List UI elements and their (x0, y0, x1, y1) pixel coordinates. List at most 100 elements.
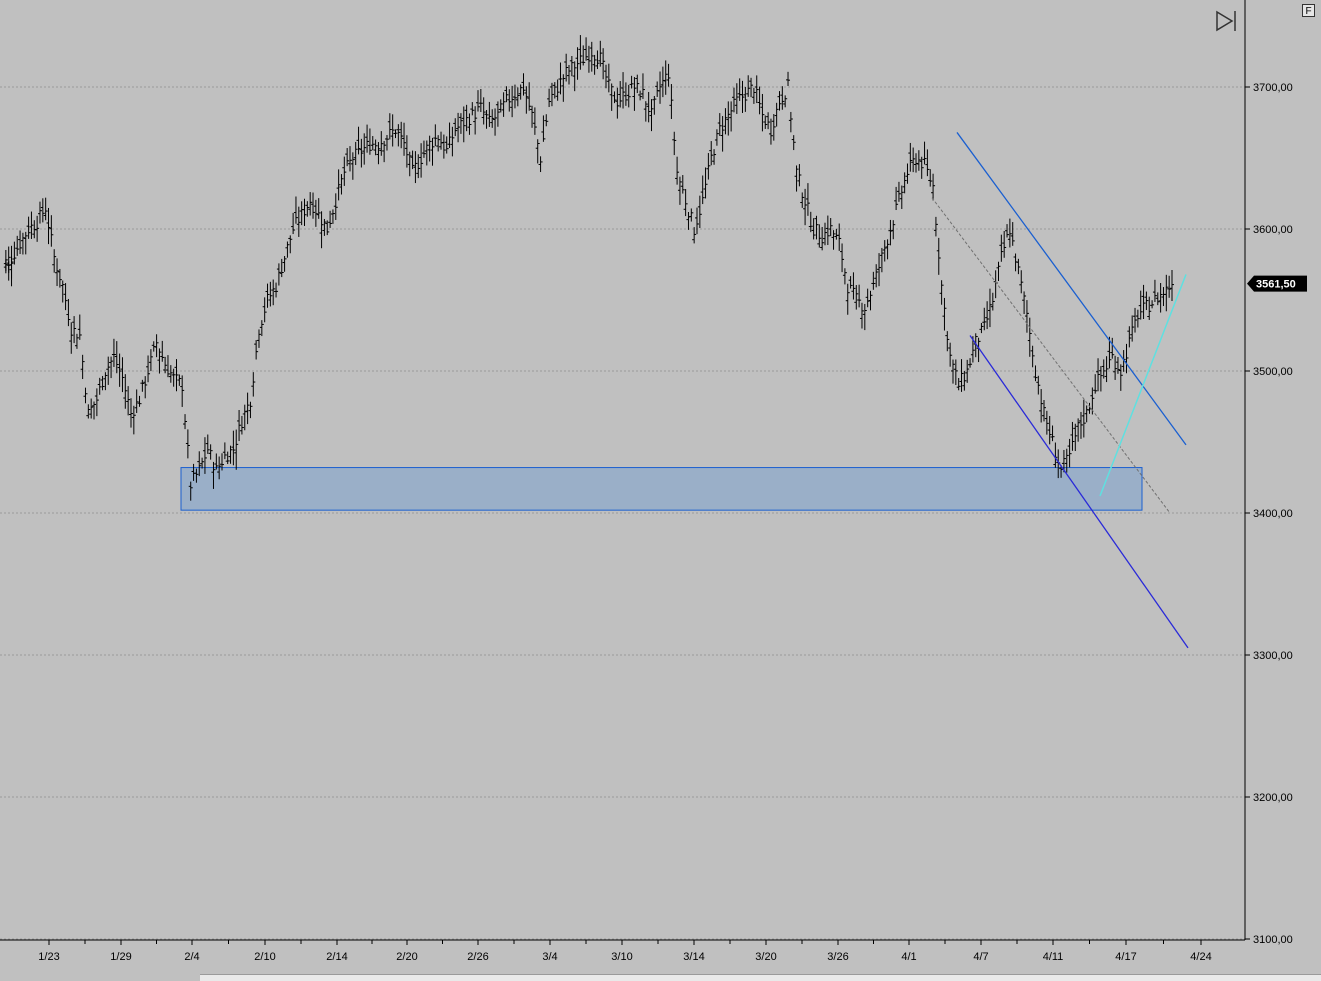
ohlc-bar (1158, 283, 1163, 313)
ohlc-bar (97, 377, 102, 395)
ohlc-bar (279, 258, 284, 278)
ohlc-bar (444, 136, 449, 154)
ohlc-bar (308, 192, 313, 216)
ohlc-bar (965, 359, 970, 383)
ohlc-bar (1098, 366, 1103, 392)
ohlc-bar (612, 91, 617, 104)
x-tick-label: 2/4 (184, 951, 199, 963)
ohlc-bar (1087, 402, 1092, 414)
ohlc-bar (123, 374, 128, 409)
go-to-end-icon[interactable] (1216, 10, 1236, 32)
ohlc-bar (564, 53, 569, 82)
ohlc-bar (83, 387, 88, 404)
ohlc-bar (1010, 222, 1015, 246)
ohlc-bar (35, 215, 40, 242)
ohlc-bar (723, 108, 728, 135)
ohlc-bar (66, 298, 71, 327)
ohlc-bar (37, 201, 42, 224)
ohlc-bar (763, 115, 768, 129)
ohlc-bar (1147, 296, 1152, 320)
ohlc-bar (1019, 270, 1024, 294)
support-zone-rect (180, 467, 1143, 511)
ohlc-bar (302, 198, 307, 226)
ohlc-bar (791, 135, 796, 151)
ohlc-bar (879, 247, 884, 273)
ohlc-bar (675, 156, 680, 185)
ohlc-bar (896, 181, 901, 202)
x-tick-label: 3/26 (827, 951, 848, 963)
ohlc-bar (345, 148, 350, 167)
horizontal-scrollbar[interactable] (200, 974, 1321, 981)
y-axis: 3700,00 3600,00 3500,00 3400,00 3300,00 3200,… (1245, 82, 1293, 946)
ohlc-bar (828, 218, 833, 237)
ohlc-bar (854, 285, 859, 310)
ohlc-bar (948, 342, 953, 367)
last-price-tag: 3561,50 (1247, 275, 1307, 292)
ohlc-bar (857, 284, 862, 308)
ohlc-bar (899, 185, 904, 209)
x-tick-label: 4/17 (1115, 951, 1136, 963)
ohlc-bar (74, 333, 79, 349)
ohlc-bar (1104, 356, 1109, 383)
ohlc-bar (114, 341, 119, 374)
ohlc-bar (891, 220, 896, 240)
ohlc-bar (140, 379, 145, 392)
ohlc-bar (845, 283, 850, 315)
ohlc-bar (663, 60, 668, 95)
ohlc-bar (754, 75, 759, 104)
ohlc-bar (15, 235, 20, 256)
ohlc-bar (157, 348, 162, 374)
ohlc-bar (894, 186, 899, 211)
ohlc-bar (1078, 411, 1083, 439)
ohlc-bar (1135, 309, 1140, 328)
ohlc-bar (353, 141, 358, 166)
ohlc-bar (475, 90, 480, 112)
ohlc-bar (461, 106, 466, 143)
ohlc-bar (916, 150, 921, 171)
ohlc-bar (478, 88, 483, 113)
x-tick-label: 4/24 (1190, 951, 1211, 963)
ohlc-bar (268, 281, 273, 307)
ohlc-bar (871, 271, 876, 290)
ohlc-bar (1044, 410, 1049, 435)
ohlc-bar (23, 231, 28, 255)
x-tick-label: 4/11 (1043, 951, 1064, 963)
ohlc-bar (128, 398, 133, 428)
ohlc-bar (877, 253, 882, 287)
ohlc-bar (726, 101, 731, 136)
ohlc-bar (683, 189, 688, 217)
ohlc-bar (80, 354, 85, 380)
ohlc-bar (1110, 337, 1115, 359)
ohlc-bar (89, 398, 94, 419)
ohlc-bar (305, 201, 310, 217)
ohlc-bar (168, 365, 173, 383)
ohlc-bar (490, 109, 495, 128)
ohlc-bar (26, 216, 31, 239)
ohlc-bar (956, 378, 961, 391)
ohlc-bar (359, 138, 364, 168)
ohlc-bar (382, 140, 387, 163)
ohlc-bar (177, 374, 182, 386)
ohlc-bar (640, 73, 645, 99)
x-tick-label: 3/14 (683, 951, 704, 963)
ohlc-bar (811, 218, 816, 240)
ohlc-bar (842, 268, 847, 285)
x-tick-label: 4/1 (901, 951, 916, 963)
format-button[interactable]: F (1302, 4, 1315, 17)
ohlc-bar (805, 183, 810, 216)
ohlc-bar (441, 134, 446, 159)
ohlc-bar (592, 54, 597, 75)
ohlc-bar (729, 101, 734, 132)
ohlc-bar (629, 75, 634, 89)
ohlc-bar (751, 87, 756, 104)
ohlc-bar (6, 246, 11, 273)
ohlc-bar (160, 340, 165, 362)
x-tick-label: 1/29 (110, 951, 131, 963)
ohlc-bar (618, 81, 623, 108)
ohlc-bar (567, 64, 572, 85)
ohlc-bar (868, 290, 873, 311)
ohlc-bar (555, 79, 560, 101)
ohlc-bar (1081, 399, 1086, 438)
ohlc-bar (1022, 291, 1027, 315)
